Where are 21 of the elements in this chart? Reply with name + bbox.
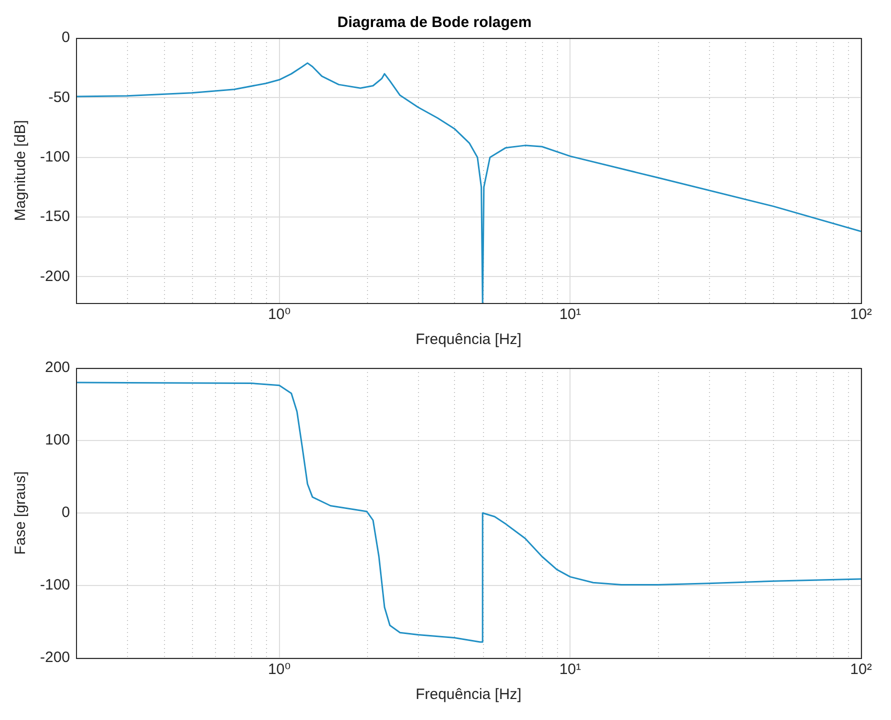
- y-tick-label: 100: [44, 432, 70, 449]
- y-tick-label: -150: [40, 208, 70, 226]
- x-axis-title: Frequência [Hz]: [416, 331, 522, 348]
- y-tick-label: 200: [44, 359, 70, 376]
- y-tick-label: -100: [40, 576, 70, 594]
- y-tick-label: -50: [48, 88, 70, 106]
- y-tick-label: -200: [40, 268, 70, 285]
- y-tick-label: -100: [40, 148, 70, 166]
- x-tick-label: 10⁰: [268, 306, 291, 324]
- x-tick-label: 10¹: [559, 306, 581, 324]
- y-tick-label: -200: [40, 649, 70, 666]
- x-tick-label: 10¹: [559, 661, 581, 678]
- chart-title: Diagrama de Bode rolagem: [337, 14, 532, 32]
- y-tick-label: 0: [62, 504, 70, 522]
- x-tick-label: 10²: [850, 306, 872, 324]
- x-tick-label: 10²: [850, 661, 872, 678]
- y-axis-title: Fase [graus]: [12, 471, 30, 555]
- y-tick-label: 0: [62, 29, 70, 46]
- x-tick-label: 10⁰: [268, 661, 291, 678]
- y-axis-title: Magnitude [dB]: [12, 120, 30, 221]
- x-axis-title: Frequência [Hz]: [416, 686, 522, 704]
